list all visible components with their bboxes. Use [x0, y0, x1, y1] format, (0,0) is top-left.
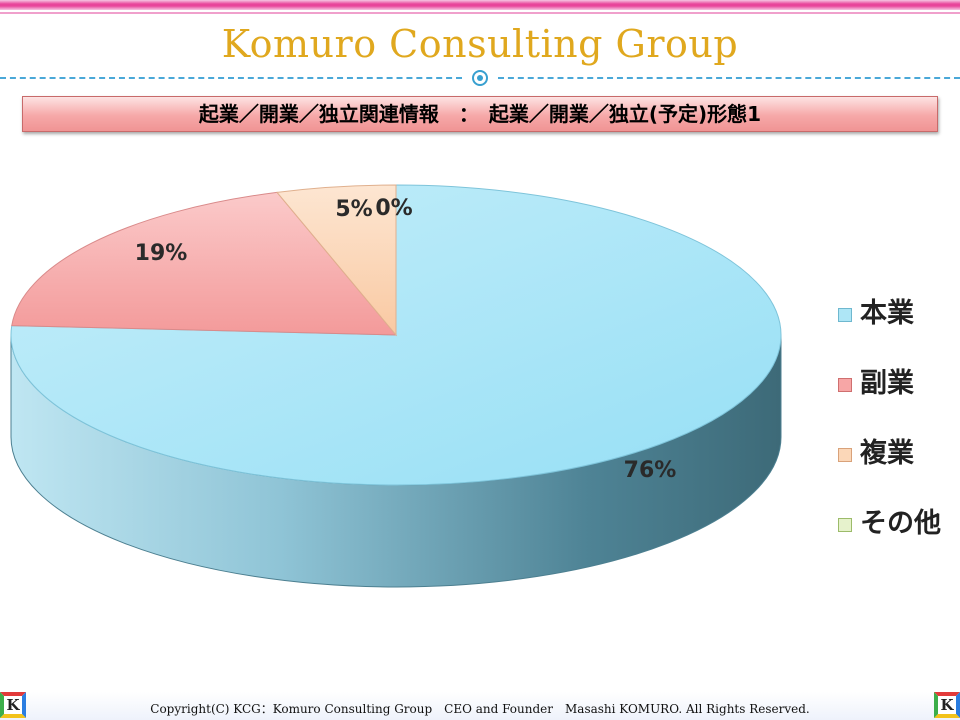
- header-divider-left: [0, 77, 462, 79]
- legend-swatch: [838, 378, 852, 392]
- divider-dot-icon: [472, 70, 488, 86]
- slide-banner: 起業／開業／独立関連情報 ： 起業／開業／独立(予定)形態1: [22, 96, 938, 132]
- legend-swatch: [838, 308, 852, 322]
- pie-data-label: 19%: [135, 241, 188, 266]
- logo-letter: K: [938, 696, 956, 714]
- pie-slice: [276, 184, 397, 337]
- logo-letter: K: [4, 696, 22, 714]
- legend-swatch: [838, 518, 852, 532]
- legend-item: 本業: [838, 296, 958, 366]
- pie-slice: [11, 191, 398, 336]
- copyright-text: Copyright(C) KCG：Komuro Consulting Group…: [150, 702, 810, 716]
- legend-item: その他: [838, 506, 958, 576]
- header-divider-right: [498, 77, 960, 79]
- top-accent-bar: [0, 0, 960, 10]
- kcg-logo-right: K: [934, 692, 960, 718]
- footer-bar: Copyright(C) KCG：Komuro Consulting Group…: [0, 692, 960, 720]
- brand-title: Komuro Consulting Group: [221, 22, 739, 66]
- pie-data-label: 0%: [375, 196, 412, 221]
- legend-label: その他: [860, 508, 941, 539]
- legend-label: 本業: [860, 298, 914, 329]
- pie-data-label: 76%: [624, 458, 677, 483]
- legend-label: 副業: [860, 368, 914, 399]
- chart-legend: 本業 副業 複業 その他: [838, 296, 958, 576]
- legend-item: 複業: [838, 436, 958, 506]
- kcg-logo-left: K: [0, 692, 26, 718]
- legend-label: 複業: [860, 438, 914, 469]
- pie-chart: 76% 19% 5% 0%: [10, 184, 782, 588]
- pie-data-label: 5%: [335, 197, 372, 222]
- top-accent-line: [0, 12, 960, 14]
- legend-swatch: [838, 448, 852, 462]
- legend-item: 副業: [838, 366, 958, 436]
